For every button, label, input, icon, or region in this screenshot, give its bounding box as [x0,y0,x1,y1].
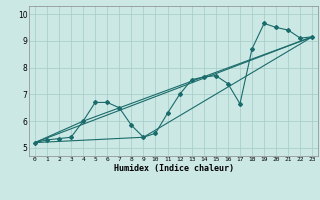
X-axis label: Humidex (Indice chaleur): Humidex (Indice chaleur) [114,164,234,173]
